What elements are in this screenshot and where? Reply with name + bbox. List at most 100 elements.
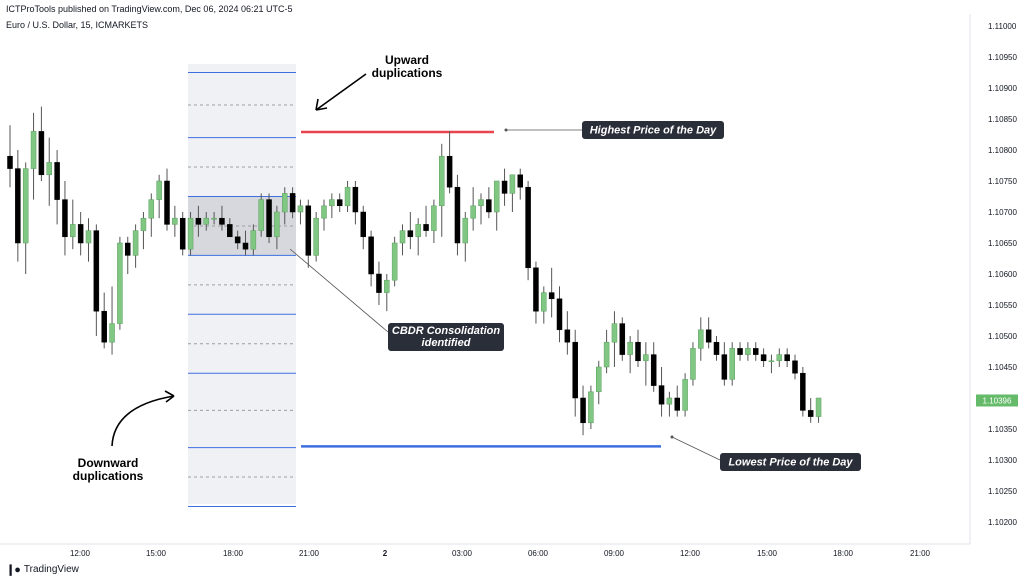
candle-body-down <box>38 131 45 176</box>
candle-body-up <box>156 180 162 200</box>
candle-body-down <box>517 174 523 188</box>
downward-arrow-icon <box>111 395 175 447</box>
price-levels-group <box>301 130 661 448</box>
candle-body-down <box>454 186 461 244</box>
candle-body-down <box>77 224 84 244</box>
candle-body-up <box>384 279 390 293</box>
y-tick-label: 1.11000 <box>988 22 1017 31</box>
candle-body-up <box>596 366 602 393</box>
y-tick-label: 1.10200 <box>988 518 1017 527</box>
candle-body-up <box>313 217 319 256</box>
y-tick-label: 1.10600 <box>988 270 1017 279</box>
candle-body-down <box>650 354 657 386</box>
y-tick-label: 1.10950 <box>988 53 1017 62</box>
candle-body-down <box>556 298 563 331</box>
candle-body-down <box>376 273 382 293</box>
candle-body-up <box>282 193 288 213</box>
y-tick-label: 1.10550 <box>988 301 1017 310</box>
candle-body-down <box>164 180 170 225</box>
candle-body-down <box>619 323 626 355</box>
candle-body-down <box>289 193 296 213</box>
candle-body-up <box>643 354 649 362</box>
candle-body-down <box>227 224 233 238</box>
candle-body-down <box>713 341 720 355</box>
y-tick-label: 1.10800 <box>988 146 1017 155</box>
candle-body-up <box>187 217 194 250</box>
candle-body-down <box>234 236 241 244</box>
candle-body-up <box>297 205 304 213</box>
candle-body-up <box>329 199 335 207</box>
upward-duplications-label: duplications <box>372 66 443 80</box>
candle-body-down <box>242 242 249 250</box>
highest-price-label-text: Highest Price of the Day <box>590 125 717 137</box>
candle-body-down <box>784 354 790 362</box>
candle-body-down <box>486 199 492 213</box>
candles-group <box>7 106 822 436</box>
upward-arrow-icon <box>315 73 367 111</box>
candle-body-up <box>588 391 594 424</box>
y-tick-label: 1.10450 <box>988 363 1017 372</box>
candle-body-up <box>415 224 421 238</box>
candle-body-up <box>211 217 217 220</box>
duplication-zone-background <box>188 64 296 504</box>
y-tick-label: 1.10650 <box>988 239 1017 248</box>
symbol-title: Euro / U.S. Dollar, 15, ICMARKETS <box>6 20 149 30</box>
cbdr-leader-line <box>289 248 389 333</box>
lowest-price-label-text: Lowest Price of the Day <box>728 457 853 469</box>
candle-body-down <box>368 236 374 275</box>
candle-body-up <box>682 379 688 411</box>
candle-body-up <box>250 230 257 250</box>
candle-body-down <box>407 230 414 238</box>
highest-price-label-box <box>582 121 724 139</box>
candle-body-up <box>391 242 398 281</box>
candle-body-up <box>690 348 696 380</box>
highest-leader-dot <box>504 128 508 132</box>
candle-body-down <box>101 310 107 343</box>
candle-body-up <box>611 323 618 343</box>
candle-body-up <box>258 199 264 231</box>
candle-body-down <box>7 155 13 169</box>
candle-body-down <box>792 360 798 374</box>
candle-body-down <box>800 372 806 411</box>
x-tick-label: 15:00 <box>146 549 167 558</box>
candle-body-down <box>548 292 555 300</box>
y-tick-label: 1.10500 <box>988 332 1017 341</box>
candle-body-down <box>336 199 343 207</box>
cbdr-label-text: CBDR Consolidation <box>392 325 500 337</box>
lowest-leader-dot <box>670 435 674 439</box>
candle-body-down <box>705 329 712 343</box>
candle-body-up <box>627 341 633 355</box>
x-tick-label: 12:00 <box>70 549 91 558</box>
candle-body-up <box>815 397 822 417</box>
candle-body-down <box>179 217 186 250</box>
x-tick-label: 03:00 <box>452 549 473 558</box>
upward-arrow-head-icon <box>315 98 328 111</box>
last-price-tag <box>976 394 1018 407</box>
x-tick-label: 09:00 <box>604 549 625 558</box>
candle-body-down <box>760 354 767 362</box>
candle-body-down <box>93 230 100 312</box>
downward-arrow-head-icon <box>164 390 175 403</box>
y-tick-label: 1.10900 <box>988 84 1017 93</box>
candle-body-down <box>501 180 508 194</box>
lowest-price-label-box <box>720 453 861 471</box>
candle-body-up <box>462 217 469 244</box>
candle-body-up <box>148 199 155 219</box>
x-tick-label: 21:00 <box>299 549 320 558</box>
candle-body-down <box>533 267 539 312</box>
y-tick-label: 1.10850 <box>988 115 1017 124</box>
x-tick-label: 2 <box>383 549 388 558</box>
candle-body-down <box>15 168 21 244</box>
cbdr-label-box <box>388 323 504 351</box>
x-tick-label: 21:00 <box>910 549 931 558</box>
candle-body-up <box>140 217 147 231</box>
candle-body-up <box>431 205 437 231</box>
candle-body-down <box>446 155 453 188</box>
candle-body-up <box>344 186 351 207</box>
candle-body-up <box>768 360 775 363</box>
x-tick-label: 06:00 <box>528 549 549 558</box>
candle-body-up <box>85 230 92 244</box>
candle-body-down <box>352 186 359 213</box>
candle-body-down <box>423 224 429 231</box>
